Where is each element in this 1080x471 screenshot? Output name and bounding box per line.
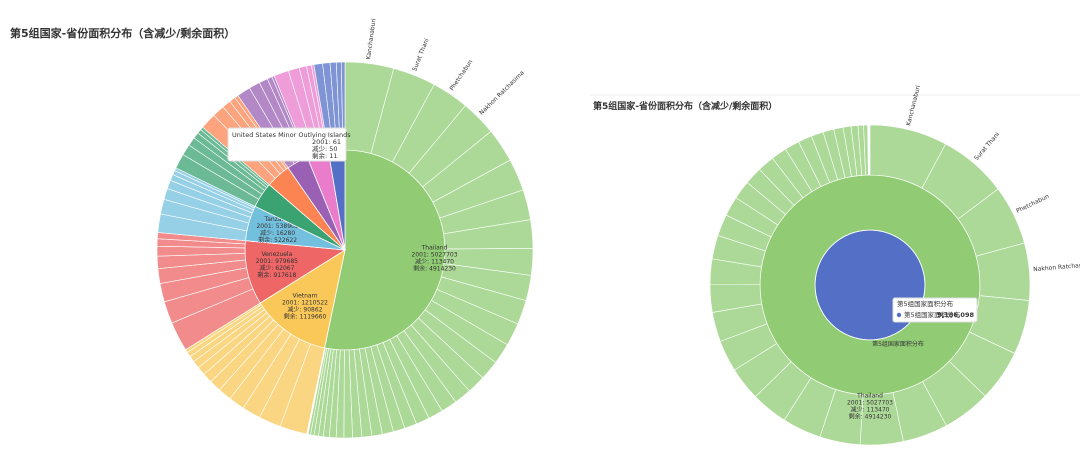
tooltip-dot xyxy=(896,312,902,318)
label-name: Thailand xyxy=(421,244,448,251)
field-value: 62067 xyxy=(275,265,294,272)
tooltip-name: 第5组国家面积分布 xyxy=(904,310,961,319)
field-value: 5027703 xyxy=(431,251,458,258)
province-label: Surat Thani xyxy=(411,37,430,72)
field-label: 剩余: xyxy=(257,271,271,279)
data-label: Venezuela 2001: 979685 减少: 62067 剩余: 917618 xyxy=(256,251,298,279)
label-name: Vietnam xyxy=(292,292,317,299)
label-name: Thailand xyxy=(856,393,883,400)
field-label: 减少: xyxy=(260,229,274,237)
data-label: Thailand 2001: 5027703 减少: 113470 剩余: 4914230 xyxy=(847,393,893,421)
field-value: 4914230 xyxy=(429,265,456,272)
province-label: Surat Thani xyxy=(973,131,1001,162)
field-label: 2001: xyxy=(256,258,273,265)
field-label: 剩余: xyxy=(258,236,272,244)
province-label: Nakhon Ratchasima xyxy=(478,69,526,116)
field-label: 剩余: xyxy=(284,312,298,320)
field-label: 2001: xyxy=(256,223,273,230)
tooltip-title: 第5组国家面积分布 xyxy=(897,299,954,308)
data-label: Vietnam 2001: 1210522 减少: 90862 剩余: 1119660 xyxy=(282,292,328,320)
chart-title: 第5组国家-省份面积分布（含减少/剩余面积） xyxy=(10,26,235,40)
field-label: 减少: xyxy=(259,264,273,272)
chart-title: 第5组国家-省份面积分布（含减少/剩余面积） xyxy=(593,100,777,112)
province-label: Kanchanaburi xyxy=(365,18,377,60)
province-label: Phetchabun xyxy=(1015,193,1050,215)
center-label: 第5组国家面积分布 xyxy=(872,340,924,348)
field-label: 减少: xyxy=(415,257,429,265)
field-value: 5027703 xyxy=(866,400,893,407)
field-label: 2001: xyxy=(312,138,331,146)
field-value: 11 xyxy=(329,152,337,160)
field-label: 剩余: xyxy=(312,151,327,160)
field-value: 522622 xyxy=(274,237,297,244)
field-value: 90862 xyxy=(303,306,322,313)
tooltip-title: United States Minor Outlying Islands xyxy=(232,131,351,139)
field-label: 2001: xyxy=(412,251,429,258)
center-node xyxy=(814,229,926,341)
field-label: 减少: xyxy=(312,144,327,153)
label-name: Tanzania xyxy=(264,216,291,223)
tooltip-value: 9,186,098 xyxy=(937,311,974,319)
field-label: 2001: xyxy=(282,299,299,306)
field-label: 剩余: xyxy=(413,264,427,272)
province-label: Kanchanaburi xyxy=(905,84,922,126)
field-value: 113470 xyxy=(867,407,890,414)
field-value: 1119660 xyxy=(300,313,327,320)
field-value: 917618 xyxy=(273,272,296,279)
province-arc xyxy=(307,347,328,436)
tooltip-box xyxy=(227,127,347,162)
field-value: 50 xyxy=(329,145,337,153)
tooltip: United States Minor Outlying Islands 2001… xyxy=(232,131,351,160)
label-name: Venezuela xyxy=(261,251,292,258)
field-label: 2001: xyxy=(847,400,864,407)
field-value: 61 xyxy=(333,138,341,146)
field-value: 16280 xyxy=(276,230,295,237)
data-label: Tanzania 2001: 538902 减少: 16280 剩余: 522622 xyxy=(256,216,298,244)
field-label: 减少: xyxy=(287,305,301,313)
province-label: Nakhon Ratchasima xyxy=(1033,261,1080,273)
field-value: 113470 xyxy=(431,258,454,265)
province-arc xyxy=(863,124,869,176)
field-label: 剩余: xyxy=(849,413,863,421)
field-value: 538902 xyxy=(276,223,299,230)
field-value: 4914230 xyxy=(865,414,892,421)
field-value: 1210522 xyxy=(301,299,328,306)
data-label: Thailand 2001: 5027703 减少: 113470 剩余: 4914230 xyxy=(412,244,458,272)
province-label: Phetchabun xyxy=(448,59,474,93)
field-value: 979685 xyxy=(275,258,298,265)
tooltip-box xyxy=(892,297,978,323)
field-label: 减少: xyxy=(851,406,865,414)
